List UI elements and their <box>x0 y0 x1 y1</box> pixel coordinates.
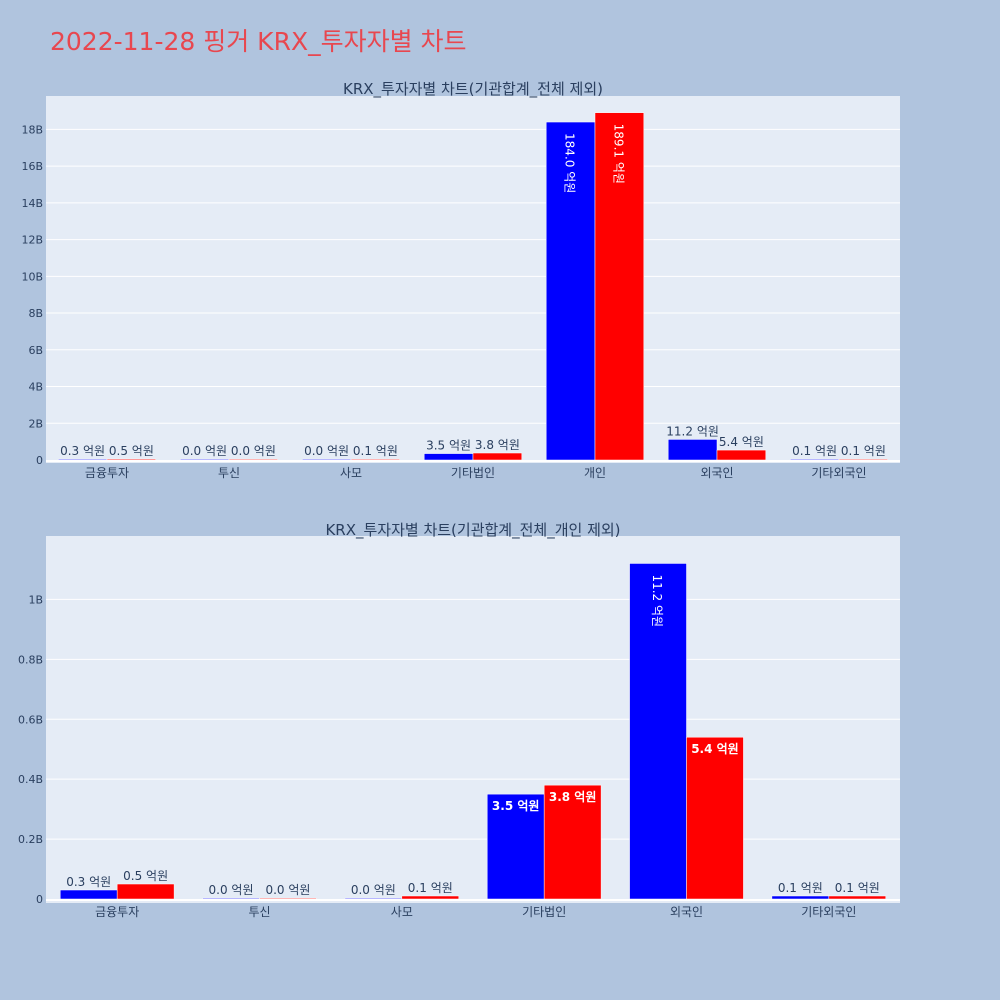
chart-title: KRX_투자자별 차트(기관합계_전체 제외) <box>343 80 603 99</box>
bar <box>116 883 175 900</box>
x-tick-label: 기타법인 <box>451 466 495 480</box>
bar <box>259 897 317 900</box>
y-tick-label: 0.2B <box>18 833 43 846</box>
x-tick-label: 기타외국인 <box>801 905 856 919</box>
bar <box>106 458 157 461</box>
chart-all-investors: KRX_투자자별 차트(기관합계_전체 제외) 0 2B 4B 6B 8B 10B 12B 14… <box>21 80 900 480</box>
y-tick-label: 4B <box>28 381 43 394</box>
bar <box>667 439 718 461</box>
bar-label: 0.1 억원 <box>792 444 837 458</box>
bar <box>686 736 744 900</box>
bar-label: 184.0 억원 <box>563 133 577 193</box>
x-tick-label: 투신 <box>218 466 240 480</box>
x-tick-label: 사모 <box>340 466 362 480</box>
x-tick-label: 금융투자 <box>95 905 139 919</box>
bar <box>838 458 889 461</box>
bar-label: 0.3 억원 <box>66 875 111 889</box>
bar-label: 0.1 억원 <box>408 881 453 895</box>
x-tick-label: 외국인 <box>700 466 733 480</box>
bar <box>545 121 596 461</box>
y-tick-label: 10B <box>21 270 43 283</box>
y-tick-label: 2B <box>28 417 43 430</box>
bar-label: 3.8 억원 <box>549 790 597 804</box>
bar-label: 0.0 억원 <box>231 444 276 458</box>
y-tick-label: 16B <box>21 160 43 173</box>
bar <box>344 897 403 900</box>
y-tick-label: 14B <box>21 197 43 210</box>
bar <box>401 895 460 900</box>
bar <box>486 793 545 900</box>
bar-label: 0.0 억원 <box>209 883 254 897</box>
bar-label: 0.1 억원 <box>835 881 880 895</box>
bar <box>771 895 830 900</box>
y-tick-label: 1B <box>28 593 43 606</box>
bar <box>59 889 118 900</box>
y-tick-label: 0 <box>36 893 43 906</box>
bar-label: 5.4 억원 <box>719 435 764 449</box>
x-tick-label: 외국인 <box>670 905 703 919</box>
bar-label: 11.2 억원 <box>666 424 719 438</box>
bar <box>472 452 523 461</box>
y-tick-label: 0 <box>36 454 43 467</box>
bar-label: 189.1 억원 <box>611 124 625 184</box>
x-tick-label: 개인 <box>584 466 606 480</box>
y-tick-label: 8B <box>28 307 43 320</box>
page-title: 2022-11-28 핑거 KRX_투자자별 차트 <box>50 27 467 56</box>
bar <box>594 112 645 461</box>
y-tick-label: 6B <box>28 344 43 357</box>
bar-label: 0.5 억원 <box>109 444 154 458</box>
y-tick-label: 12B <box>21 234 43 247</box>
bar-label: 0.1 억원 <box>841 444 886 458</box>
bar-label: 0.1 억원 <box>778 881 823 895</box>
bar-label: 3.5 억원 <box>426 439 471 453</box>
bar <box>543 784 602 900</box>
bar-label: 0.0 억원 <box>265 883 310 897</box>
bar-label: 0.0 억원 <box>304 444 349 458</box>
bar-label: 0.3 억원 <box>60 444 105 458</box>
bar <box>629 563 687 900</box>
bar-label: 3.5 억원 <box>492 799 540 813</box>
bar-label: 0.5 억원 <box>123 869 168 883</box>
y-tick-label: 18B <box>21 123 43 136</box>
x-tick-label: 기타외국인 <box>811 466 866 480</box>
plot-area <box>46 96 900 463</box>
bar <box>828 895 887 900</box>
x-tick-label: 사모 <box>391 905 413 919</box>
bar-label: 11.2 억원 <box>650 574 664 627</box>
x-tick-label: 기타법인 <box>522 905 566 919</box>
y-tick-label: 0.8B <box>18 653 43 666</box>
bar-label: 0.1 억원 <box>353 444 398 458</box>
x-tick-label: 금융투자 <box>85 466 129 480</box>
bar-label: 0.0 억원 <box>182 444 227 458</box>
bar <box>350 458 401 461</box>
bar-label: 3.8 억원 <box>475 438 520 452</box>
y-tick-label: 0.6B <box>18 713 43 726</box>
bar <box>228 458 279 461</box>
bar <box>716 449 767 461</box>
bar-label: 5.4 억원 <box>691 742 739 756</box>
x-tick-label: 투신 <box>248 905 270 919</box>
y-tick-label: 0.4B <box>18 773 43 786</box>
chart-title: KRX_투자자별 차트(기관합계_전체_개인 제외) <box>325 521 620 540</box>
bar-label: 0.0 억원 <box>351 883 396 897</box>
bar <box>202 897 260 900</box>
